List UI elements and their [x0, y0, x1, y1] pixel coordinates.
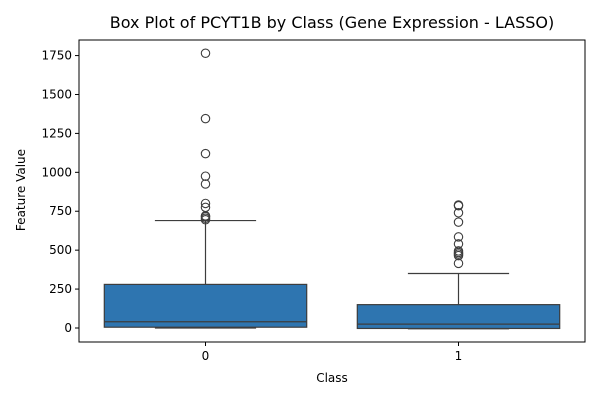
outlier-point: [453, 258, 464, 269]
y-tick-label: 1750: [41, 49, 72, 63]
outlier-point: [200, 171, 211, 181]
box-0: [103, 283, 308, 328]
outlier-point: [200, 202, 211, 213]
outlier-point: [200, 113, 211, 124]
outlier-point: [453, 239, 464, 249]
outlier-point: [453, 200, 464, 210]
y-tick-label: 1500: [41, 87, 72, 101]
y-tick-label: 0: [64, 321, 72, 335]
x-tick-label: 0: [202, 349, 210, 363]
outlier-point: [453, 232, 464, 242]
outlier-point: [200, 198, 211, 209]
y-tick-label: 250: [49, 282, 72, 296]
plot-area: 0 250 500 750 1000 1250 1500 1750 0 1: [41, 48, 561, 363]
chart-title: Box Plot of PCYT1B by Class (Gene Expres…: [110, 13, 555, 32]
outlier-point: [200, 148, 211, 159]
plot-frame: [78, 39, 586, 343]
outlier-point: [200, 48, 211, 58]
y-tick-label: 750: [49, 204, 72, 218]
y-tick-label: 1250: [41, 126, 72, 140]
outlier-point: [453, 208, 464, 218]
outlier-point: [200, 179, 211, 189]
x-axis-label: Class: [316, 371, 348, 385]
y-tick-label: 1000: [41, 165, 72, 179]
outlier-point: [453, 217, 464, 227]
outlier-point: [453, 246, 464, 256]
y-axis-label: Feature Value: [14, 149, 28, 231]
x-tick-label: 1: [455, 349, 463, 363]
y-tick-label: 500: [49, 243, 72, 257]
box-1: [356, 304, 561, 330]
